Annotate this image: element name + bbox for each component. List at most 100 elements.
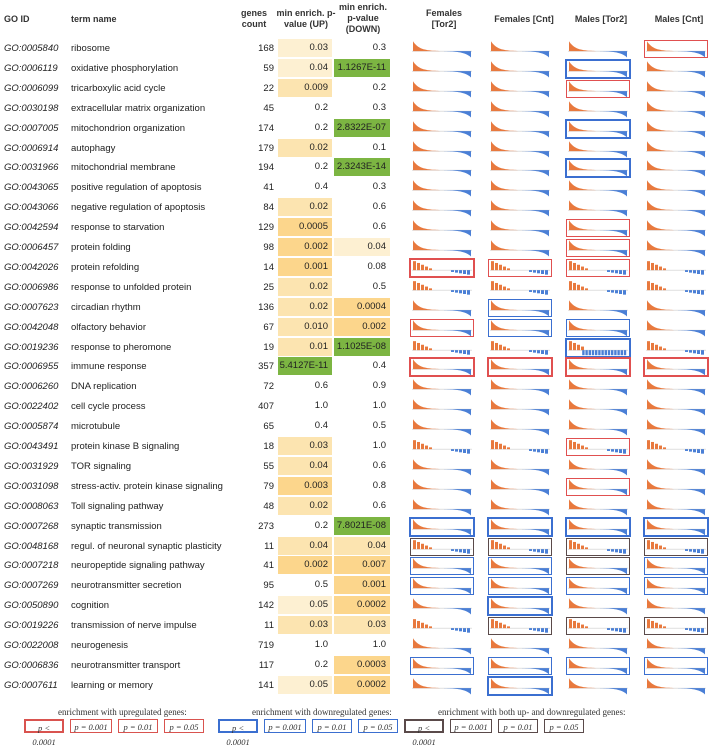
down-bar xyxy=(459,449,462,453)
up-bars xyxy=(413,518,440,529)
up-bars xyxy=(413,180,440,191)
up-bar xyxy=(503,445,506,450)
sparkline-panel-1 xyxy=(487,675,553,696)
term-name: TOR signaling xyxy=(71,460,132,472)
up-bar xyxy=(655,284,658,290)
sparkline-panel-0 xyxy=(410,438,474,456)
down-bars xyxy=(600,369,627,376)
sparkline-panel-3 xyxy=(644,438,708,456)
down-bar xyxy=(533,270,536,273)
up-bar xyxy=(585,546,588,549)
genes-count: 22 xyxy=(263,82,274,94)
up-bars xyxy=(569,419,596,430)
down-bar xyxy=(541,289,544,294)
up-bars xyxy=(647,638,674,649)
term-name: response to starvation xyxy=(71,222,165,234)
down-bar xyxy=(614,349,617,355)
down-bar xyxy=(537,349,540,353)
up-bar xyxy=(413,280,416,290)
up-bars xyxy=(413,41,440,52)
up-bar xyxy=(495,282,498,290)
legend-box: p = 0.001 xyxy=(264,719,306,733)
up-bars xyxy=(569,638,596,649)
down-bar xyxy=(611,548,614,552)
sparkline-panel-0 xyxy=(410,637,474,655)
up-bars xyxy=(647,319,674,330)
down-bars xyxy=(444,429,471,436)
sparkline-panel-2 xyxy=(566,557,630,576)
down-bars xyxy=(444,528,471,536)
up-bars xyxy=(491,180,518,191)
up-bar xyxy=(499,443,502,450)
p-up: 0.04 xyxy=(278,536,332,555)
down-bars xyxy=(522,170,549,177)
p-down: 7.8021E-08 xyxy=(334,516,390,535)
go-id: GO:0043065 xyxy=(4,182,59,194)
down-bar xyxy=(545,548,548,554)
sparkline-panel-2 xyxy=(566,239,630,257)
down-bar xyxy=(533,628,536,631)
down-bars xyxy=(678,389,705,396)
panel-header-males-cnt: Males [Cnt] xyxy=(654,14,704,24)
p-up: 0.04 xyxy=(278,456,332,475)
up-bars xyxy=(569,658,596,669)
up-bars xyxy=(569,399,596,410)
genes-count: 67 xyxy=(263,321,274,333)
p-down: 0.1 xyxy=(372,141,386,153)
up-bars xyxy=(491,518,518,529)
sparkline-panel-2 xyxy=(566,477,630,496)
up-bars xyxy=(491,200,518,211)
p-down: 0.0002 xyxy=(334,675,390,694)
up-bars xyxy=(413,678,440,688)
down-bars xyxy=(522,668,549,675)
down-bars xyxy=(444,469,471,476)
sparkline-panel-3 xyxy=(644,100,708,118)
up-bar xyxy=(573,262,576,271)
p-down: 2.8322E-07 xyxy=(334,118,390,137)
go-id: GO:0006986 xyxy=(4,281,59,293)
down-bar xyxy=(701,548,704,554)
up-bars xyxy=(491,379,518,390)
down-bars xyxy=(600,51,627,58)
down-bar xyxy=(619,449,622,453)
down-bars xyxy=(678,210,705,217)
up-bar xyxy=(503,286,506,290)
up-bar xyxy=(425,346,428,350)
genes-count: 273 xyxy=(258,520,274,532)
p-up: 0.2 xyxy=(314,161,328,173)
p-down: 0.4 xyxy=(372,360,386,372)
up-bars xyxy=(647,459,674,470)
go-id: GO:0007623 xyxy=(4,301,59,313)
sparkline-panel-0 xyxy=(410,120,474,138)
up-bars xyxy=(491,120,518,131)
sparkline-panel-2 xyxy=(566,677,630,695)
sparkline-panel-0 xyxy=(410,219,474,237)
up-bar xyxy=(495,342,498,350)
p-down: 1.1267E-11 xyxy=(334,58,390,77)
sparkline-panel-1 xyxy=(488,239,552,257)
down-bar xyxy=(623,628,626,633)
term-name: tricarboxylic acid cycle xyxy=(71,82,166,94)
sparkline-panel-0 xyxy=(410,537,474,556)
p-down: 0.6 xyxy=(372,499,386,511)
down-bar xyxy=(693,349,696,353)
down-bar xyxy=(529,628,532,631)
down-bars xyxy=(678,170,705,177)
up-bar xyxy=(651,441,654,450)
sparkline-panel-2 xyxy=(566,219,630,238)
down-bar xyxy=(595,349,598,355)
term-name: learning or memory xyxy=(71,679,153,691)
up-bars xyxy=(569,200,596,211)
down-bars xyxy=(522,150,549,157)
sparkline-panel-0 xyxy=(410,418,474,436)
p-up: 0.4 xyxy=(314,420,328,432)
down-bars xyxy=(678,369,705,376)
up-bar xyxy=(507,626,510,629)
up-bar xyxy=(503,346,506,350)
down-bars xyxy=(600,130,627,138)
sparkline-panel-1 xyxy=(488,199,552,217)
up-bars xyxy=(569,240,596,251)
down-bar xyxy=(455,289,458,293)
genes-count: 45 xyxy=(263,102,274,114)
p-up: 1.0 xyxy=(314,639,328,650)
